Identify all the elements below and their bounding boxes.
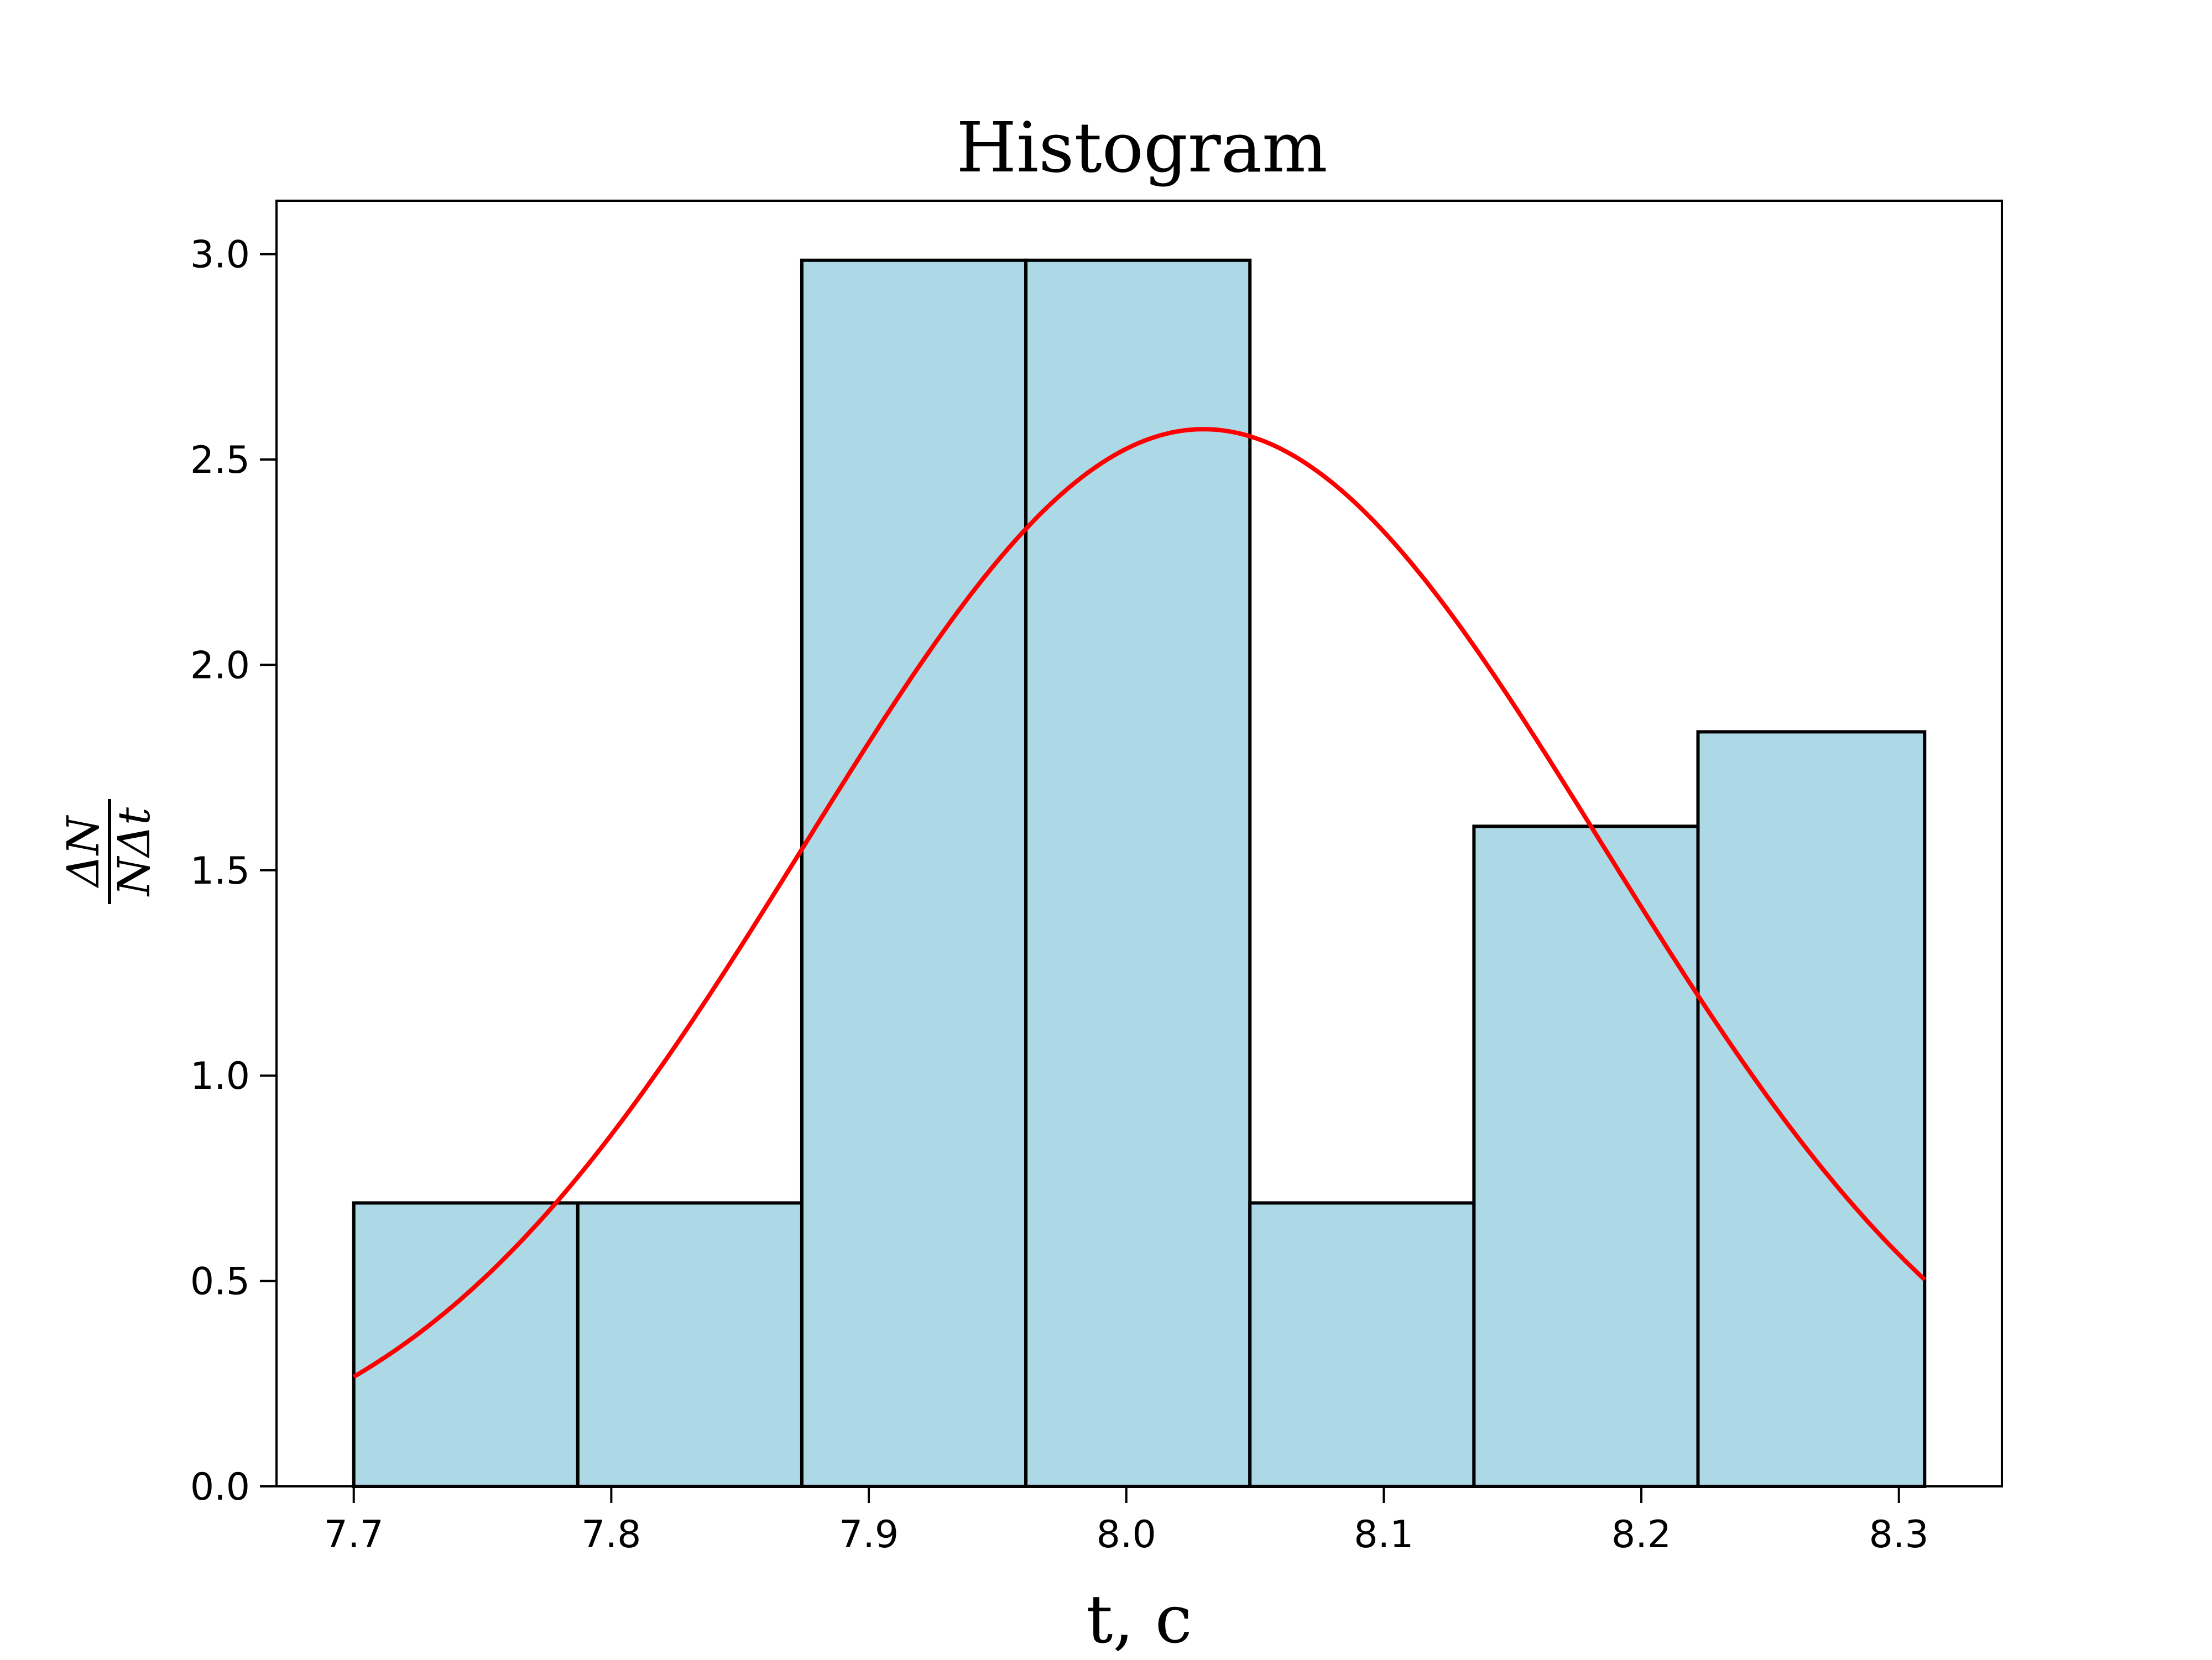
- x-tick-label: 8.3: [1869, 1513, 1929, 1557]
- histogram-bar: [576, 1201, 804, 1488]
- histogram-bar: [1472, 824, 1700, 1488]
- y-tick-label: 2.5: [190, 439, 250, 482]
- x-tick-label: 8.1: [1354, 1513, 1413, 1557]
- y-tick-label: 0.0: [190, 1465, 250, 1509]
- x-tick-label: 7.8: [581, 1513, 641, 1557]
- x-axis-ticks: 7.7 7.8 7.9 8.0 8.1 8.2 8.3: [324, 1486, 1929, 1557]
- y-tick-label: 0.5: [190, 1260, 250, 1304]
- histogram-bar: [1024, 258, 1252, 1488]
- x-tick-label: 7.9: [839, 1513, 899, 1557]
- y-tick-label: 1.5: [190, 849, 250, 893]
- y-axis-label-denominator: NΔt: [108, 807, 160, 897]
- bars-group: [352, 258, 1927, 1488]
- normal-fit-curve: [352, 427, 1927, 1379]
- histogram-bar: [800, 258, 1028, 1488]
- x-tick-label: 7.7: [324, 1513, 384, 1557]
- histogram-bar: [352, 1201, 580, 1488]
- fit-curve-group: [352, 427, 1927, 1379]
- y-axis-label: ΔN NΔt: [58, 799, 160, 904]
- histogram-bar: [1696, 730, 1927, 1488]
- chart-title: Histogram: [956, 108, 1327, 188]
- x-tick-label: 8.2: [1611, 1513, 1671, 1557]
- y-tick-label: 1.0: [190, 1055, 250, 1098]
- histogram-bar: [1248, 1201, 1476, 1488]
- x-tick-label: 8.0: [1097, 1513, 1156, 1557]
- y-axis-label-numerator: ΔN: [58, 815, 109, 889]
- y-axis-ticks: 0.0 0.5 1.0 1.5 2.0 2.5 3.0: [190, 233, 276, 1509]
- plot-frame: [275, 200, 2003, 1487]
- x-axis-label: t, c: [1086, 1581, 1192, 1658]
- y-tick-label: 3.0: [190, 233, 250, 277]
- y-tick-label: 2.0: [190, 644, 250, 687]
